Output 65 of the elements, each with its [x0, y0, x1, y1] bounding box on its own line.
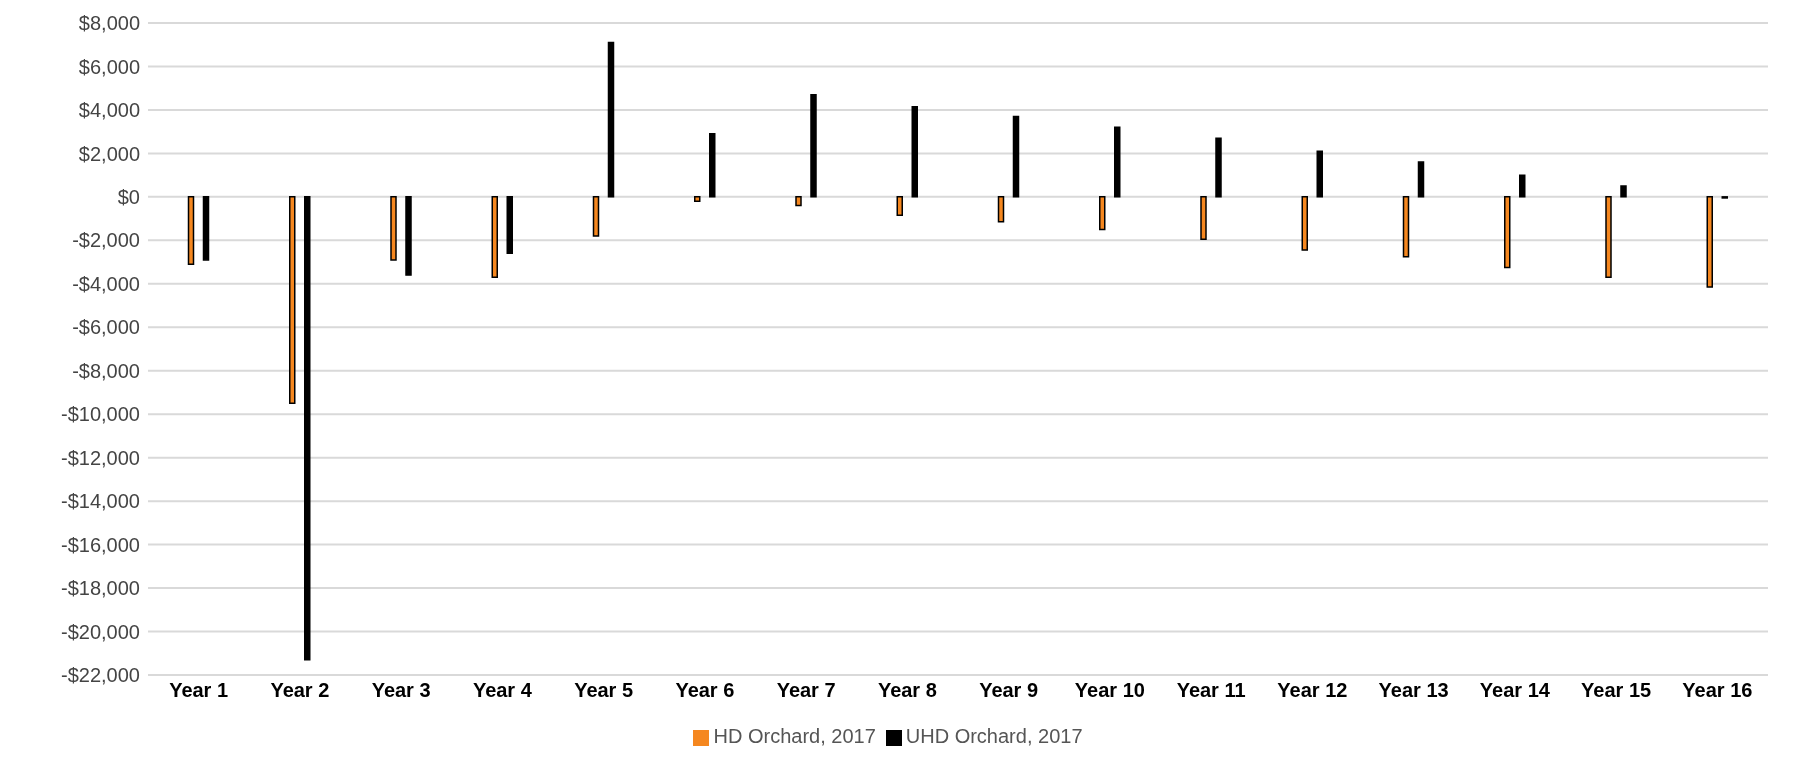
y-tick-label: -$4,000 — [72, 272, 140, 295]
y-tick-label: $4,000 — [78, 99, 140, 122]
bar — [592, 196, 600, 237]
x-tick-label: Year 9 — [979, 679, 1039, 702]
bar — [1012, 115, 1020, 198]
bar — [1301, 196, 1308, 251]
x-tick-label: Year 15 — [1581, 679, 1652, 702]
bar — [1620, 185, 1627, 198]
y-tick-label: -$20,000 — [61, 620, 140, 643]
bar — [896, 196, 903, 217]
bar — [997, 196, 1005, 223]
x-tick-label: Year 12 — [1277, 679, 1348, 702]
bar — [709, 133, 716, 198]
bar — [1504, 196, 1511, 269]
x-tick-label: Year 6 — [675, 679, 735, 702]
bar — [607, 41, 615, 198]
bar — [1605, 196, 1612, 279]
x-tick-label: Year 2 — [270, 679, 330, 702]
x-tick-label: Year 4 — [472, 679, 533, 702]
y-tick-label: $2,000 — [78, 142, 140, 165]
y-tick-label: -$6,000 — [72, 316, 140, 339]
x-tick-label: Year 3 — [371, 679, 431, 702]
x-tick-label: Year 5 — [574, 679, 634, 702]
legend-label: HD Orchard, 2017 — [713, 725, 876, 747]
x-tick-label: Year 13 — [1378, 679, 1449, 702]
y-tick-label: $8,000 — [78, 12, 140, 35]
bar — [1200, 196, 1207, 240]
bar — [911, 105, 918, 198]
bar — [1099, 196, 1106, 231]
y-tick-label: -$14,000 — [61, 490, 140, 513]
bar — [405, 196, 412, 276]
bar — [304, 196, 311, 661]
legend-label: UHD Orchard, 2017 — [905, 725, 1083, 747]
bar — [289, 196, 296, 405]
y-tick-label: $6,000 — [78, 55, 140, 78]
bar — [1215, 137, 1222, 198]
x-tick-label: Year 10 — [1074, 679, 1145, 702]
bar — [202, 196, 210, 261]
bar — [390, 196, 397, 261]
y-tick-label: -$2,000 — [72, 229, 140, 252]
x-tick-label: Year 8 — [877, 679, 937, 702]
y-tick-label: -$16,000 — [61, 533, 140, 556]
x-tick-label: Year 14 — [1479, 679, 1551, 702]
x-tick-label: Year 16 — [1682, 679, 1753, 702]
bar — [1402, 196, 1410, 258]
bar — [187, 196, 195, 265]
bar — [1706, 196, 1713, 288]
bar — [1316, 150, 1323, 198]
x-tick-label: Year 1 — [169, 679, 229, 702]
bar — [810, 93, 817, 198]
bar — [795, 196, 802, 207]
bar — [1114, 126, 1121, 198]
bar — [1519, 174, 1526, 198]
y-tick-label: -$22,000 — [61, 664, 140, 687]
y-tick-label: -$18,000 — [61, 577, 140, 600]
bar — [506, 196, 513, 255]
y-tick-label: -$12,000 — [61, 446, 140, 469]
y-tick-label: $0 — [117, 185, 140, 208]
x-tick-label: Year 11 — [1176, 679, 1246, 702]
y-tick-label: -$8,000 — [72, 359, 140, 382]
bar — [1417, 161, 1425, 198]
bar — [694, 196, 701, 202]
bar — [491, 196, 498, 279]
y-tick-label: -$10,000 — [61, 403, 140, 426]
x-tick-label: Year 7 — [776, 679, 836, 702]
